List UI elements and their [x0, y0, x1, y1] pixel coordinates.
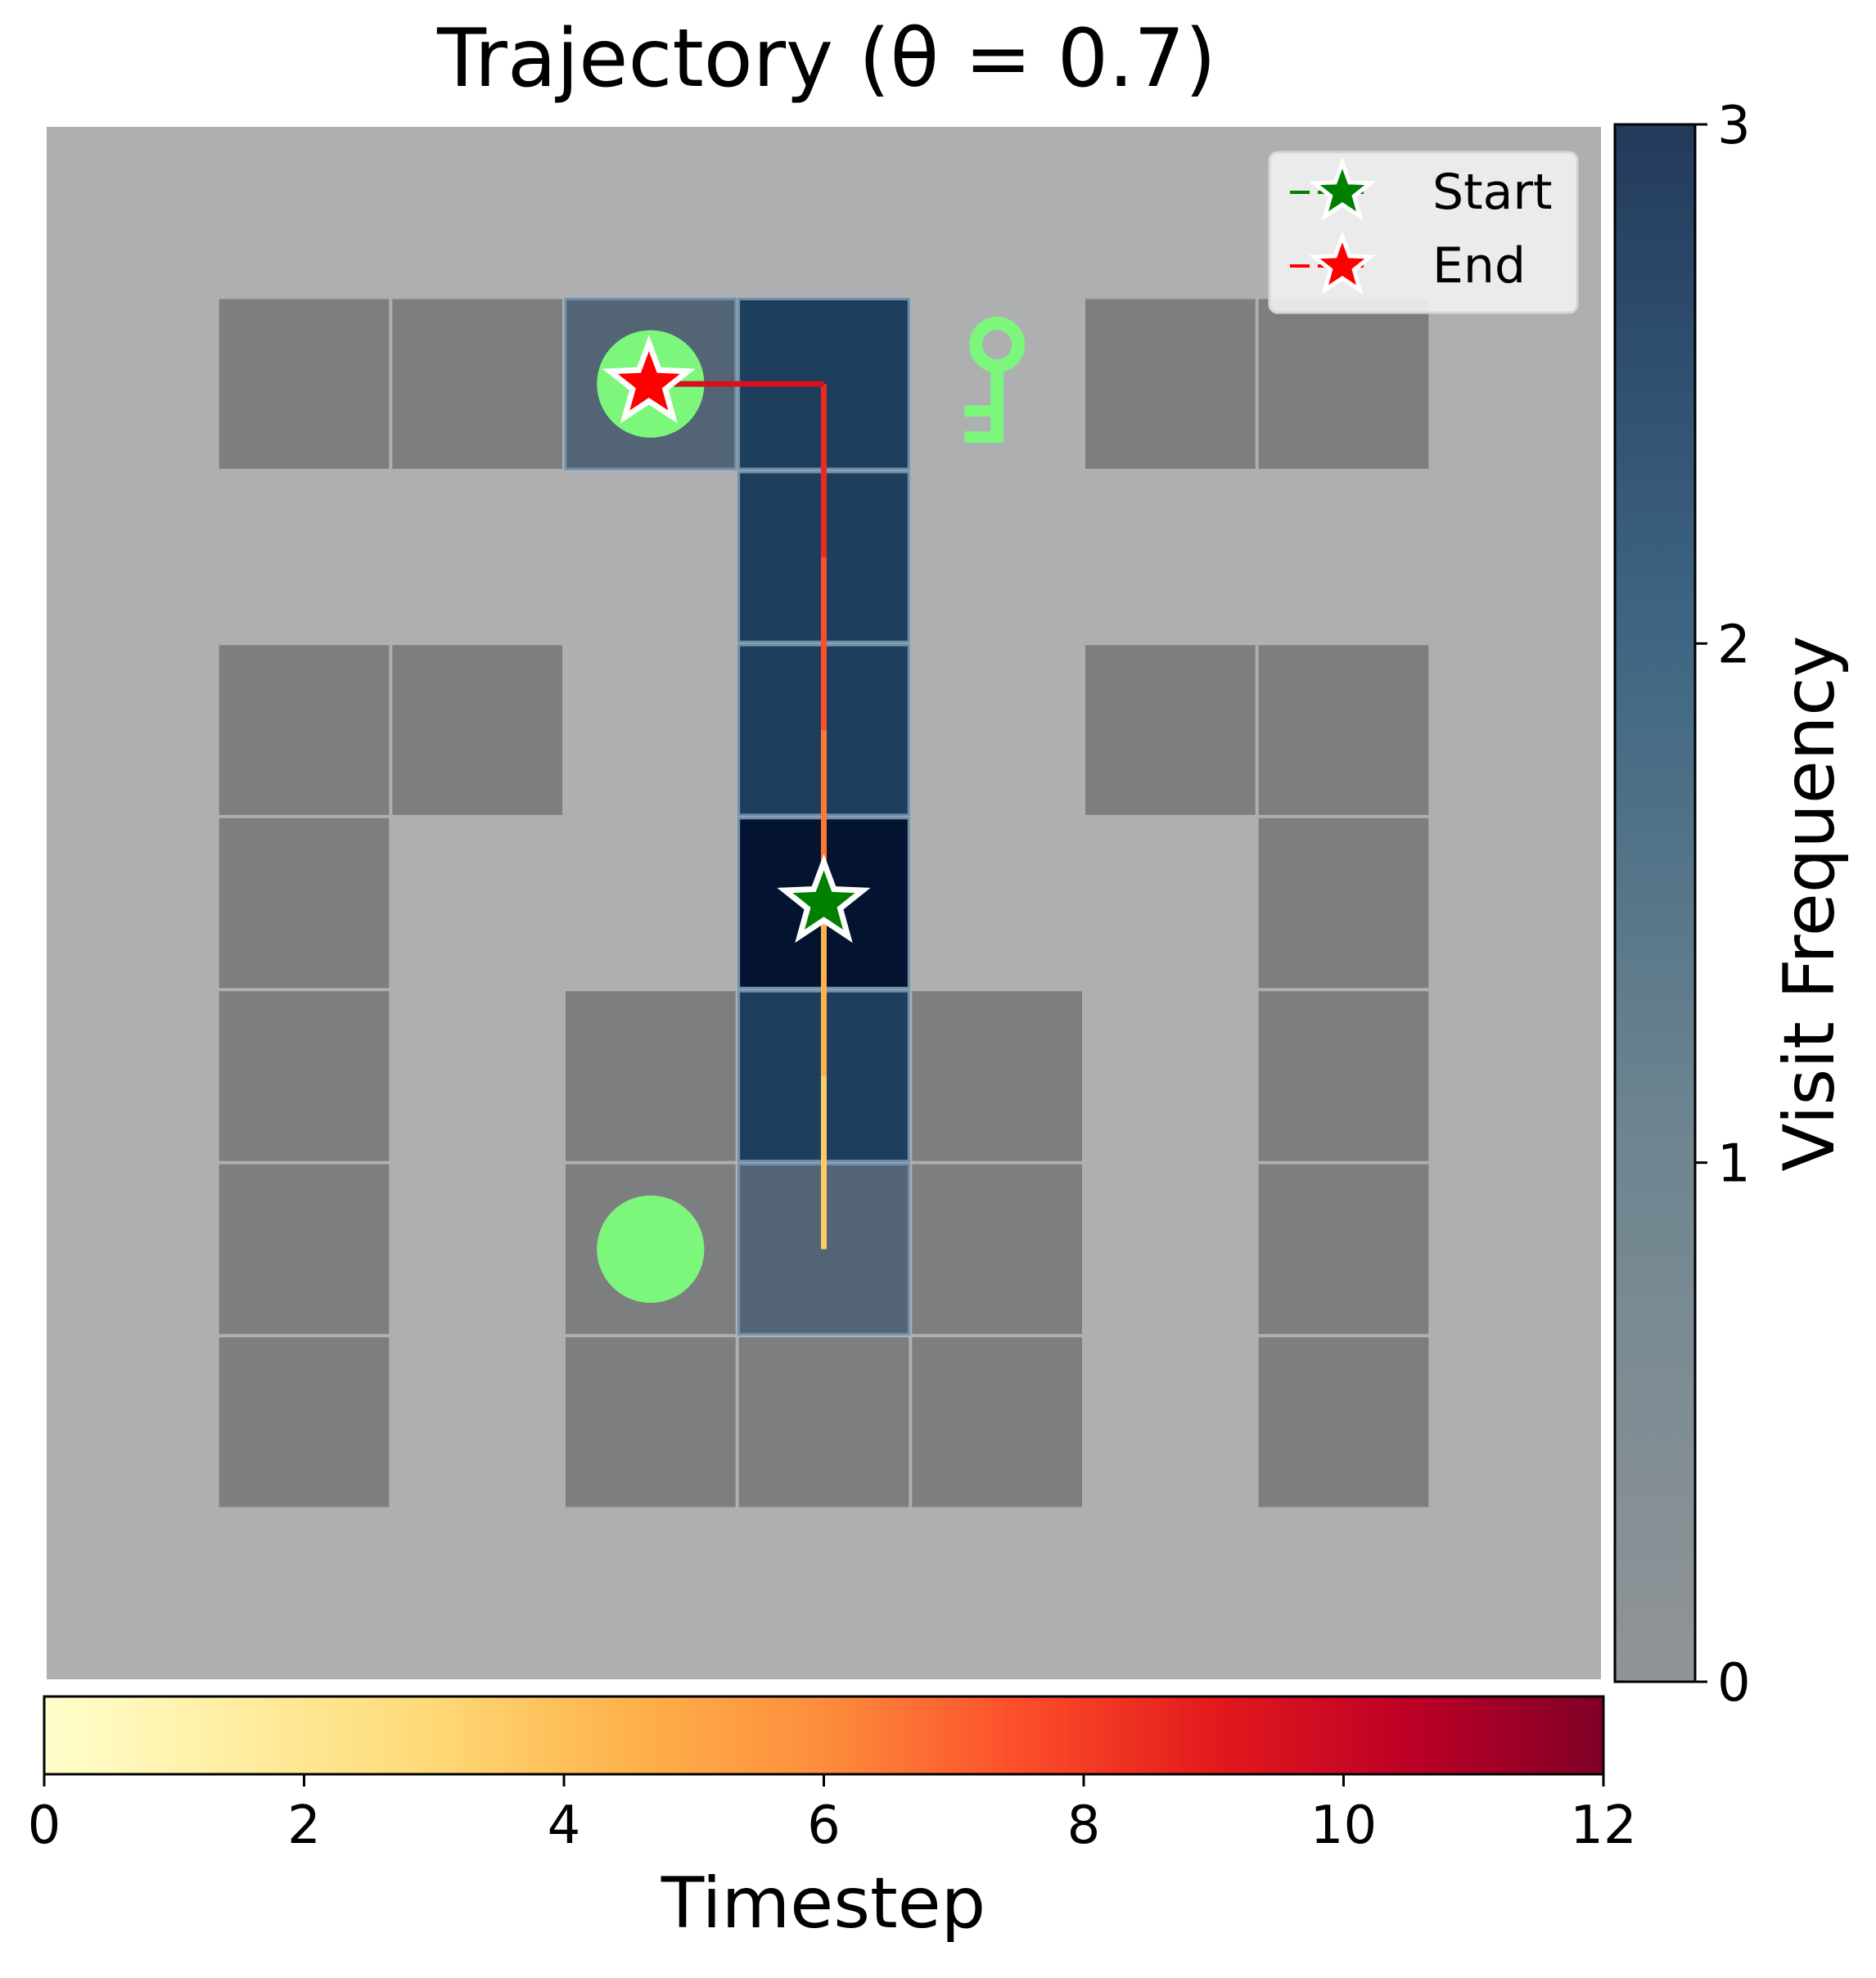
key-tooth — [964, 405, 991, 417]
trajectory-markers — [602, 335, 871, 944]
end-star-marker — [602, 335, 696, 424]
wall-cell — [219, 1337, 390, 1507]
colorbar-timestep-tick-label: 2 — [287, 1796, 321, 1856]
wall-cell — [1085, 299, 1256, 469]
colorbar-visits-bar — [1613, 123, 1697, 1683]
wall-cell — [1258, 645, 1429, 815]
key-tooth — [964, 431, 991, 444]
colorbar-visits-label: Visit Frequency — [1769, 636, 1851, 1172]
wall-cell — [219, 645, 390, 815]
colorbar-timestep-tick-label: 6 — [807, 1796, 841, 1856]
key-icon — [964, 317, 1026, 444]
legend-entries — [1290, 156, 1377, 295]
wall-cell — [219, 818, 390, 989]
colorbar-timestep-tick-label: 0 — [28, 1796, 61, 1856]
legend-marker-start — [1308, 156, 1377, 221]
wall-cell — [1085, 645, 1256, 815]
colorbar-visits-tick-label: 3 — [1717, 96, 1751, 156]
legend-label-end: End — [1432, 237, 1526, 295]
colorbar-timestep: 0 2 4 6 8 10 12 Timestep — [28, 1695, 1637, 1944]
legend: Start End — [1268, 151, 1579, 314]
legend-label-start: Start — [1432, 164, 1553, 221]
trajectory-path — [650, 381, 827, 1250]
colorbar-timestep-tick-label: 8 — [1067, 1796, 1101, 1856]
colorbar-visit-frequency: 0 1 2 3 Visit Frequency — [1613, 96, 1851, 1714]
key-shaft — [990, 364, 1004, 444]
ball-icon — [597, 1195, 705, 1304]
colorbar-visits-tick-label: 0 — [1717, 1653, 1751, 1714]
wall-cell — [912, 1164, 1082, 1335]
wall-cell — [1258, 1164, 1429, 1335]
colorbar-timestep-bar — [43, 1695, 1605, 1776]
wall-cell — [1258, 299, 1429, 469]
wall-cell — [392, 299, 562, 469]
wall-cell — [219, 299, 390, 469]
legend-marker-end — [1308, 230, 1377, 295]
colorbar-visits-tick-label: 1 — [1717, 1134, 1751, 1195]
grid-frame — [42, 122, 1606, 1684]
wall-cell — [219, 991, 390, 1161]
wall-cell — [1258, 991, 1429, 1161]
colorbar-visits-ticks: 0 1 2 3 — [1695, 96, 1751, 1714]
wall-cell — [738, 1337, 909, 1507]
colorbar-timestep-label: Timestep — [661, 1863, 986, 1944]
colorbar-timestep-tick-label: 4 — [548, 1796, 581, 1856]
colorbar-timestep-tick-label: 10 — [1310, 1796, 1377, 1856]
chart-title: Trajectory (θ = 0.7) — [436, 12, 1216, 106]
wall-cell — [219, 1164, 390, 1335]
wall-cell — [912, 1337, 1082, 1507]
wall-cell — [566, 991, 736, 1161]
wall-cell — [912, 991, 1082, 1161]
start-star-marker — [777, 854, 871, 944]
colorbar-visits-tick-label: 2 — [1717, 615, 1751, 675]
wall-cell — [1258, 818, 1429, 989]
wall-cell — [566, 1337, 736, 1507]
wall-cell — [1258, 1337, 1429, 1507]
colorbar-timestep-ticks: 0 2 4 6 8 10 12 — [28, 1774, 1637, 1856]
wall-cell — [392, 645, 562, 815]
colorbar-timestep-tick-label: 12 — [1570, 1796, 1636, 1856]
